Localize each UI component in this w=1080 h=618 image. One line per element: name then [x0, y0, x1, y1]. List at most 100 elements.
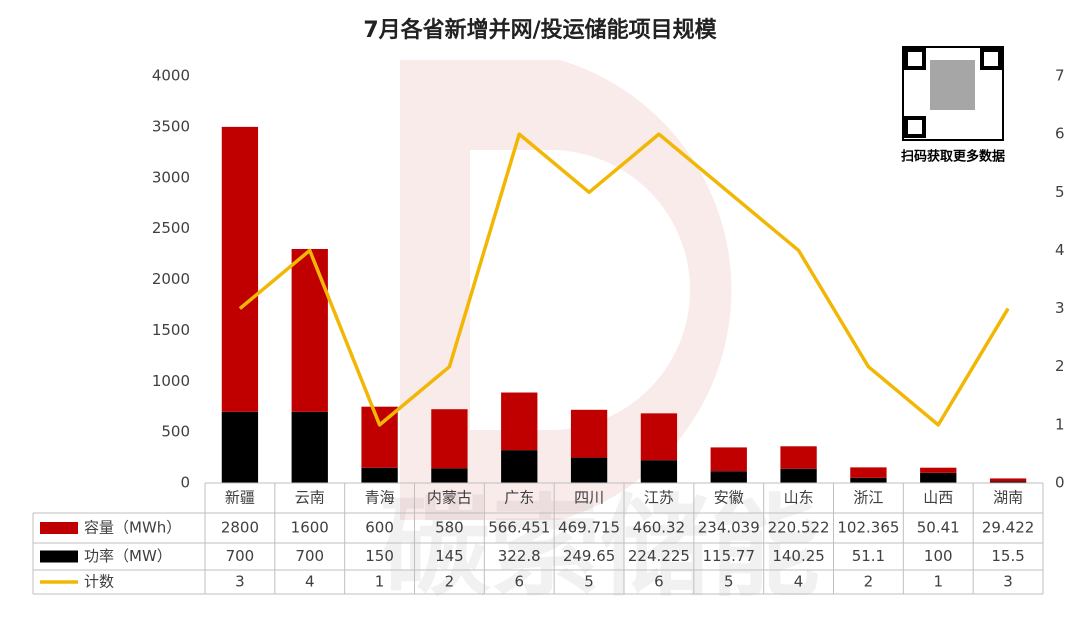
x-tick-label: 内蒙古	[427, 489, 472, 507]
bar	[431, 409, 468, 469]
watermark: 碳索储能	[380, 483, 820, 611]
table-value: 224.225	[628, 547, 690, 565]
x-tick-label: 青海	[365, 489, 395, 507]
bar	[780, 446, 817, 469]
legend-swatch	[40, 522, 78, 534]
table-value: 3	[235, 573, 245, 591]
bar	[501, 450, 538, 483]
x-tick-label: 山东	[784, 489, 814, 507]
y-tick-label: 0	[180, 474, 190, 492]
legend-label: 计数	[84, 573, 114, 591]
bar	[570, 457, 608, 483]
bar	[570, 409, 608, 458]
y-tick-label: 4000	[152, 67, 190, 85]
y2-tick-label: 3	[1055, 299, 1065, 317]
table-value: 1	[375, 573, 385, 591]
table-value: 51.1	[852, 547, 885, 565]
bar	[710, 447, 747, 472]
y-tick-label: 2500	[152, 219, 190, 237]
x-tick-label: 安徽	[714, 489, 744, 507]
table-value: 6	[654, 573, 664, 591]
table-value: 4	[305, 573, 315, 591]
y-tick-label: 1000	[152, 372, 190, 390]
bar	[431, 468, 468, 483]
bar	[780, 468, 817, 483]
bar	[361, 467, 398, 483]
table-value: 5	[584, 573, 594, 591]
table-value: 102.365	[837, 519, 899, 537]
bar	[920, 472, 957, 483]
chart-title: 7月各省新增并网/投运储能项目规模	[363, 17, 717, 43]
table-value: 2	[864, 573, 874, 591]
table-value: 3	[1003, 573, 1013, 591]
count-line	[238, 132, 1010, 427]
bar	[710, 471, 747, 483]
y-tick-label: 3500	[152, 117, 190, 135]
table-value: 234.039	[698, 519, 760, 537]
x-tick-label: 山西	[923, 489, 953, 507]
table-value: 140.25	[772, 547, 825, 565]
bar	[850, 467, 887, 478]
table-value: 1	[933, 573, 943, 591]
bar	[501, 392, 538, 451]
x-tick-label: 江苏	[644, 489, 674, 507]
table-value: 100	[924, 547, 953, 565]
table-value: 322.8	[498, 547, 541, 565]
table-value: 1600	[291, 519, 329, 537]
table-value: 29.422	[982, 519, 1035, 537]
table-value: 6	[514, 573, 524, 591]
y-tick-label: 500	[161, 423, 190, 441]
table-value: 700	[295, 547, 324, 565]
bar	[989, 481, 1027, 483]
y2-tick-label: 7	[1055, 67, 1065, 85]
x-tick-label: 云南	[295, 489, 325, 507]
table-value: 2	[445, 573, 455, 591]
bar	[291, 411, 328, 483]
table-value: 566.451	[488, 519, 550, 537]
table-value: 249.65	[563, 547, 616, 565]
table-value: 600	[365, 519, 394, 537]
y-tick-label: 1500	[152, 321, 190, 339]
bar	[920, 467, 957, 473]
table-value: 220.522	[768, 519, 830, 537]
y2-tick-label: 1	[1055, 415, 1065, 433]
x-tick-label: 湖南	[993, 489, 1023, 507]
bar	[640, 413, 678, 461]
bar	[850, 477, 887, 483]
y2-tick-label: 0	[1055, 474, 1065, 492]
table-value: 580	[435, 519, 464, 537]
y2-tick-label: 6	[1055, 125, 1065, 143]
y2-tick-label: 4	[1055, 241, 1065, 259]
y2-tick-label: 2	[1055, 357, 1065, 375]
bar	[640, 460, 678, 483]
y-tick-label: 2000	[152, 270, 190, 288]
qr-code	[902, 46, 1004, 141]
qr-caption: 扫码获取更多数据	[901, 149, 1005, 165]
y2-tick-label: 5	[1055, 183, 1065, 201]
table-value: 15.5	[991, 547, 1024, 565]
table-value: 700	[226, 547, 255, 565]
table-value: 150	[365, 547, 394, 565]
table-value: 2800	[221, 519, 259, 537]
x-tick-label: 四川	[574, 489, 604, 507]
bar	[221, 411, 259, 483]
table-value: 5	[724, 573, 734, 591]
bar	[989, 478, 1027, 482]
table-value: 460.32	[633, 519, 686, 537]
x-tick-label: 广东	[504, 489, 534, 507]
table-value: 4	[794, 573, 804, 591]
legend-swatch	[40, 550, 78, 563]
table-value: 115.77	[703, 547, 756, 565]
table-value: 145	[435, 547, 464, 565]
x-tick-label: 浙江	[853, 489, 883, 507]
bar	[291, 248, 328, 412]
table-value: 469.715	[558, 519, 620, 537]
x-tick-label: 新疆	[225, 489, 255, 507]
table-value: 50.41	[917, 519, 960, 537]
legend-label: 功率（MW）	[84, 547, 172, 565]
logo-watermark	[400, 60, 732, 520]
bar	[221, 126, 259, 412]
y-tick-label: 3000	[152, 168, 190, 186]
